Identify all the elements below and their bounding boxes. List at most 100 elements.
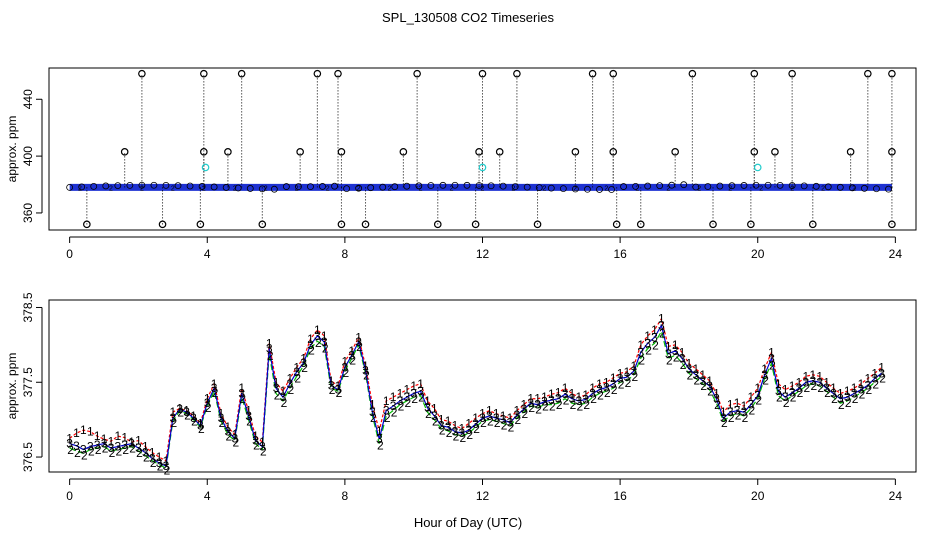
bottom-series-1-point: 1 xyxy=(727,398,734,412)
bottom-series-1-point: 1 xyxy=(761,362,768,376)
bottom-series-3-point: 3 xyxy=(706,379,713,393)
bottom-series-1-point: 1 xyxy=(135,434,142,448)
bottom-series-3-point: 3 xyxy=(101,437,108,451)
bottom-series-2-point: 2 xyxy=(680,358,687,372)
bottom-series-2-point: 2 xyxy=(336,386,343,400)
bottom-series-1-point: 1 xyxy=(754,381,761,395)
bottom-series-2-point: 2 xyxy=(583,398,590,412)
bottom-series-1-point: 1 xyxy=(658,312,665,326)
bottom-series-1-point: 1 xyxy=(837,386,844,400)
top-x-tick-label: 8 xyxy=(342,247,349,261)
bottom-y-tick-label: 377.5 xyxy=(21,367,35,397)
top-y-tick-label: 400 xyxy=(21,146,35,166)
top-mid-spike-point xyxy=(120,148,129,156)
bottom-series-2-point: 2 xyxy=(411,392,418,406)
top-x-tick-label: 12 xyxy=(476,247,490,261)
bottom-series-1-point: 1 xyxy=(803,369,810,383)
bottom-series-2-point: 2 xyxy=(859,388,866,402)
top-baseline-point xyxy=(668,181,676,189)
bottom-series-2-point: 2 xyxy=(473,422,480,436)
bottom-series-1-point: 1 xyxy=(273,375,280,389)
bottom-series-2-point: 2 xyxy=(810,379,817,393)
bottom-x-tick-label: 16 xyxy=(613,489,627,503)
bottom-series-3-point: 3 xyxy=(520,402,527,416)
bottom-series-2-point: 2 xyxy=(714,398,721,412)
top-low-spike-point xyxy=(471,220,480,229)
bottom-series-1-point: 1 xyxy=(782,383,789,397)
bottom-series-1-point: 1 xyxy=(94,429,101,443)
bottom-series-3-point: 3 xyxy=(204,396,211,410)
top-mid-spike-point xyxy=(337,148,346,156)
bottom-series-1-point: 1 xyxy=(830,381,837,395)
bottom-series-3-point: 3 xyxy=(809,374,816,388)
top-mid-spike-point xyxy=(771,148,779,156)
bottom-series-3-point: 3 xyxy=(624,370,631,384)
bottom-series-1-point: 1 xyxy=(589,381,596,395)
bottom-series-2-point: 2 xyxy=(728,411,735,425)
bottom-series-1-point: 1 xyxy=(362,359,369,373)
bottom-x-tick-label: 0 xyxy=(66,489,73,503)
top-baseline-point xyxy=(343,185,351,193)
bottom-series-1-point: 1 xyxy=(314,323,321,337)
top-mid-spike-point xyxy=(888,148,896,156)
top-baseline-point xyxy=(740,182,748,189)
top-baseline-point xyxy=(632,182,640,190)
top-baseline-point xyxy=(704,183,712,190)
bottom-series-3-point: 3 xyxy=(163,459,170,473)
top-baseline-point xyxy=(511,183,519,191)
top-baseline-point xyxy=(319,183,326,190)
bottom-series-2-line xyxy=(69,329,882,470)
bottom-series-2-point: 2 xyxy=(460,431,467,445)
bottom-series-3-point: 3 xyxy=(486,409,493,423)
bottom-series-2-point: 2 xyxy=(143,451,150,465)
bottom-series-1-point: 1 xyxy=(631,359,638,373)
top-series-2-mark: 2 xyxy=(759,185,763,192)
top-baseline-point xyxy=(571,185,579,193)
bottom-series-1-point: 1 xyxy=(403,383,410,397)
bottom-series-1-point: 1 xyxy=(575,390,582,404)
bottom-series-3-point: 3 xyxy=(575,394,582,408)
top-low-spike-point xyxy=(83,220,91,229)
top-series-2-mark: 2 xyxy=(78,185,82,192)
bottom-series-3-point: 3 xyxy=(631,364,638,378)
bottom-series-1-point: 1 xyxy=(238,381,245,395)
bottom-series-2-point: 2 xyxy=(253,439,260,453)
bottom-series-1-point: 1 xyxy=(142,440,149,454)
top-series-2-mark: 2 xyxy=(295,185,299,192)
bottom-series-1-point: 1 xyxy=(465,416,472,430)
top-series-2-mark: 2 xyxy=(140,185,144,192)
top-series-2-mark: 2 xyxy=(326,185,330,192)
top-mid-spike-point xyxy=(571,148,580,156)
bottom-series-1-point: 1 xyxy=(624,365,631,379)
top-series-2-mark: 2 xyxy=(419,185,423,192)
top-mid-spike-point xyxy=(495,148,504,156)
bottom-series-1-point: 1 xyxy=(637,338,644,352)
top-series-2-mark: 2 xyxy=(666,185,670,192)
bottom-series-1-point: 1 xyxy=(66,431,73,445)
top-low-spike-point xyxy=(888,220,896,229)
bottom-series-3-point: 3 xyxy=(651,330,658,344)
bottom-series-3-point: 3 xyxy=(686,362,693,376)
top-baseline-point xyxy=(559,185,567,193)
bottom-series-1-point: 1 xyxy=(569,386,576,400)
bottom-series-2-point: 2 xyxy=(102,442,109,456)
bottom-series-2-point: 2 xyxy=(232,436,239,450)
bottom-series-2-point: 2 xyxy=(749,403,756,417)
bottom-series-3-point: 3 xyxy=(142,446,149,460)
top-baseline-point xyxy=(824,183,832,191)
bottom-series-2-point: 2 xyxy=(150,456,157,470)
top-low-spike-point xyxy=(337,220,346,229)
bottom-series-1-point: 1 xyxy=(149,446,156,460)
bottom-series-3-point: 3 xyxy=(390,399,397,413)
bottom-series-2-point: 2 xyxy=(852,392,859,406)
top-mid-spike-point xyxy=(399,148,408,156)
bottom-series-2-point: 2 xyxy=(625,376,632,390)
bottom-series-2-point: 2 xyxy=(191,415,198,429)
bottom-series-1-point: 1 xyxy=(507,411,514,425)
top-baseline-point xyxy=(487,182,495,190)
bottom-series-2-point: 2 xyxy=(700,379,707,393)
bottom-series-3-point: 3 xyxy=(548,393,555,407)
top-series-2-mark: 2 xyxy=(512,185,516,192)
bottom-series-2-point: 2 xyxy=(432,415,439,429)
